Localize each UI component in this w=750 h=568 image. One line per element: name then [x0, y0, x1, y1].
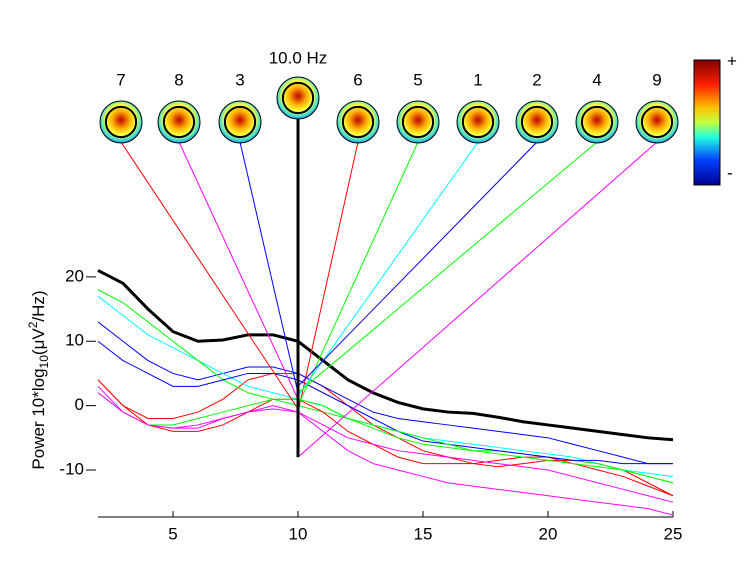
- head-outline: [401, 105, 435, 139]
- head-outline: [520, 105, 554, 139]
- head-outline: [341, 105, 375, 139]
- head-outline: [461, 105, 495, 139]
- colorbar-min: -: [727, 163, 733, 182]
- colorbar: [693, 59, 721, 186]
- component-label: 9: [652, 70, 661, 89]
- ylabel-part: (μV: [29, 328, 48, 355]
- component-label: 3: [235, 70, 244, 89]
- component-label: 7: [116, 70, 125, 89]
- x-tick-label: 25: [664, 524, 683, 543]
- connector: [297, 141, 598, 394]
- component-label: 5: [413, 70, 422, 89]
- ylabel-sub: 10: [37, 355, 51, 369]
- head-outline: [162, 105, 196, 139]
- head-outline: [640, 105, 674, 139]
- series-line: [97, 379, 674, 497]
- series-line: [97, 321, 673, 465]
- x-tick-label: 10: [289, 524, 308, 543]
- ylabel-sup: 2: [26, 321, 40, 328]
- component-label: 2: [532, 70, 541, 89]
- ylabel-part: /Hz): [29, 290, 48, 321]
- series-line: [97, 269, 674, 442]
- head-outline: [104, 105, 138, 139]
- connector: [120, 141, 299, 410]
- connector: [178, 141, 299, 400]
- series-line: [97, 289, 674, 484]
- head-outline: [223, 105, 257, 139]
- y-tick-label: 20: [65, 266, 84, 285]
- component-label: 1: [473, 70, 482, 89]
- connector: [297, 141, 538, 387]
- colorbar-max: +: [727, 51, 737, 70]
- y-axis-label: Power 10*log10(μV2/Hz): [26, 290, 51, 469]
- connector: [297, 141, 658, 458]
- frequency-label: 10.0 Hz: [269, 48, 328, 67]
- connector: [239, 141, 299, 393]
- x-tick-label: 15: [414, 524, 433, 543]
- y-tick-label: 10: [65, 331, 84, 350]
- ylabel-part: Power 10*log: [29, 368, 48, 469]
- series-line: [97, 392, 674, 503]
- series-line: [97, 385, 674, 516]
- head-outline: [281, 81, 315, 115]
- x-tick-label: 5: [168, 524, 177, 543]
- series-line: [97, 372, 674, 497]
- connector: [297, 141, 479, 397]
- series-line: [97, 340, 673, 465]
- connector: [297, 141, 359, 413]
- connector: [297, 141, 419, 406]
- component-label: 6: [353, 70, 362, 89]
- component-label: 8: [174, 70, 183, 89]
- y-tick-label: 0: [75, 395, 84, 414]
- series-line: [97, 392, 674, 484]
- component-label: 4: [592, 70, 601, 89]
- x-tick-label: 20: [539, 524, 558, 543]
- y-tick-label: -10: [59, 459, 84, 478]
- head-outline: [580, 105, 614, 139]
